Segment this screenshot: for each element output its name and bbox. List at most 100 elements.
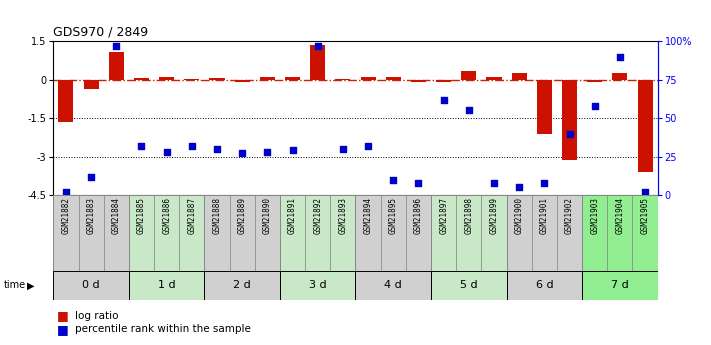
Text: percentile rank within the sample: percentile rank within the sample [75, 325, 250, 334]
Bar [53, 41, 129, 195]
Point [312, 43, 324, 49]
Bar [557, 195, 582, 271]
Bar [506, 41, 582, 195]
Bar [129, 271, 205, 300]
Text: GSM21898: GSM21898 [464, 197, 474, 234]
Text: 7 d: 7 d [611, 280, 629, 290]
Bar [210, 78, 225, 80]
Bar [84, 80, 99, 89]
Bar [461, 71, 476, 80]
Point [161, 149, 172, 155]
Bar [436, 80, 451, 82]
Bar [235, 80, 250, 82]
Text: GSM21905: GSM21905 [641, 197, 650, 234]
Text: ■: ■ [57, 323, 69, 336]
Bar [205, 41, 280, 195]
Point [589, 103, 600, 109]
Point [438, 97, 449, 102]
Text: ▶: ▶ [27, 280, 35, 290]
Text: 2 d: 2 d [233, 280, 251, 290]
Text: GSM21885: GSM21885 [137, 197, 146, 234]
Point [237, 151, 248, 156]
Bar [406, 195, 431, 271]
Text: GSM21896: GSM21896 [414, 197, 423, 234]
Bar [481, 195, 506, 271]
Point [136, 143, 147, 149]
Bar [512, 72, 527, 80]
Point [413, 180, 424, 185]
Point [488, 180, 500, 185]
Bar [380, 195, 406, 271]
Bar [356, 271, 431, 300]
Bar [486, 77, 501, 80]
Bar [159, 77, 174, 80]
Text: GSM21882: GSM21882 [61, 197, 70, 234]
Point [513, 185, 525, 190]
Bar [280, 271, 356, 300]
Text: 5 d: 5 d [460, 280, 478, 290]
Point [639, 189, 651, 195]
Bar [260, 77, 275, 80]
Text: GSM21900: GSM21900 [515, 197, 524, 234]
Text: GSM21899: GSM21899 [489, 197, 498, 234]
Text: GSM21897: GSM21897 [439, 197, 448, 234]
Text: GSM21894: GSM21894 [363, 197, 373, 234]
Point [564, 131, 575, 136]
Bar [205, 195, 230, 271]
Bar [154, 195, 179, 271]
Bar [305, 195, 331, 271]
Bar [104, 195, 129, 271]
Point [337, 146, 348, 151]
Bar [205, 271, 280, 300]
Bar [310, 45, 325, 80]
Bar [582, 41, 658, 195]
Bar [411, 80, 426, 82]
Text: 3 d: 3 d [309, 280, 326, 290]
Bar [184, 79, 199, 80]
Point [186, 143, 198, 149]
Bar [331, 195, 356, 271]
Bar [285, 77, 300, 80]
Point [85, 174, 97, 179]
Bar [582, 271, 658, 300]
Bar [129, 195, 154, 271]
Text: GSM21902: GSM21902 [565, 197, 574, 234]
Bar [356, 41, 431, 195]
Text: GSM21903: GSM21903 [590, 197, 599, 234]
Text: GSM21886: GSM21886 [162, 197, 171, 234]
Bar [456, 195, 481, 271]
Bar [582, 195, 607, 271]
Bar [280, 41, 356, 195]
Bar [587, 80, 602, 82]
Bar [633, 195, 658, 271]
Point [111, 43, 122, 49]
Bar [431, 195, 456, 271]
Bar [612, 73, 627, 80]
Text: GSM21901: GSM21901 [540, 197, 549, 234]
Text: GSM21889: GSM21889 [237, 197, 247, 234]
Bar [431, 271, 506, 300]
Point [387, 177, 399, 182]
Bar [53, 195, 78, 271]
Bar [360, 77, 375, 80]
Text: GSM21884: GSM21884 [112, 197, 121, 234]
Bar [431, 41, 506, 195]
Bar [230, 195, 255, 271]
Bar [109, 52, 124, 80]
Bar [179, 195, 205, 271]
Text: 4 d: 4 d [385, 280, 402, 290]
Text: GSM21893: GSM21893 [338, 197, 348, 234]
Bar [506, 195, 532, 271]
Text: GSM21887: GSM21887 [187, 197, 196, 234]
Point [60, 189, 72, 195]
Point [539, 180, 550, 185]
Bar [255, 195, 280, 271]
Bar [506, 271, 582, 300]
Point [463, 108, 474, 113]
Point [287, 148, 298, 153]
Bar [129, 41, 205, 195]
Bar [336, 79, 351, 80]
Text: 1 d: 1 d [158, 280, 176, 290]
Text: GSM21883: GSM21883 [87, 197, 95, 234]
Text: GSM21904: GSM21904 [616, 197, 624, 234]
